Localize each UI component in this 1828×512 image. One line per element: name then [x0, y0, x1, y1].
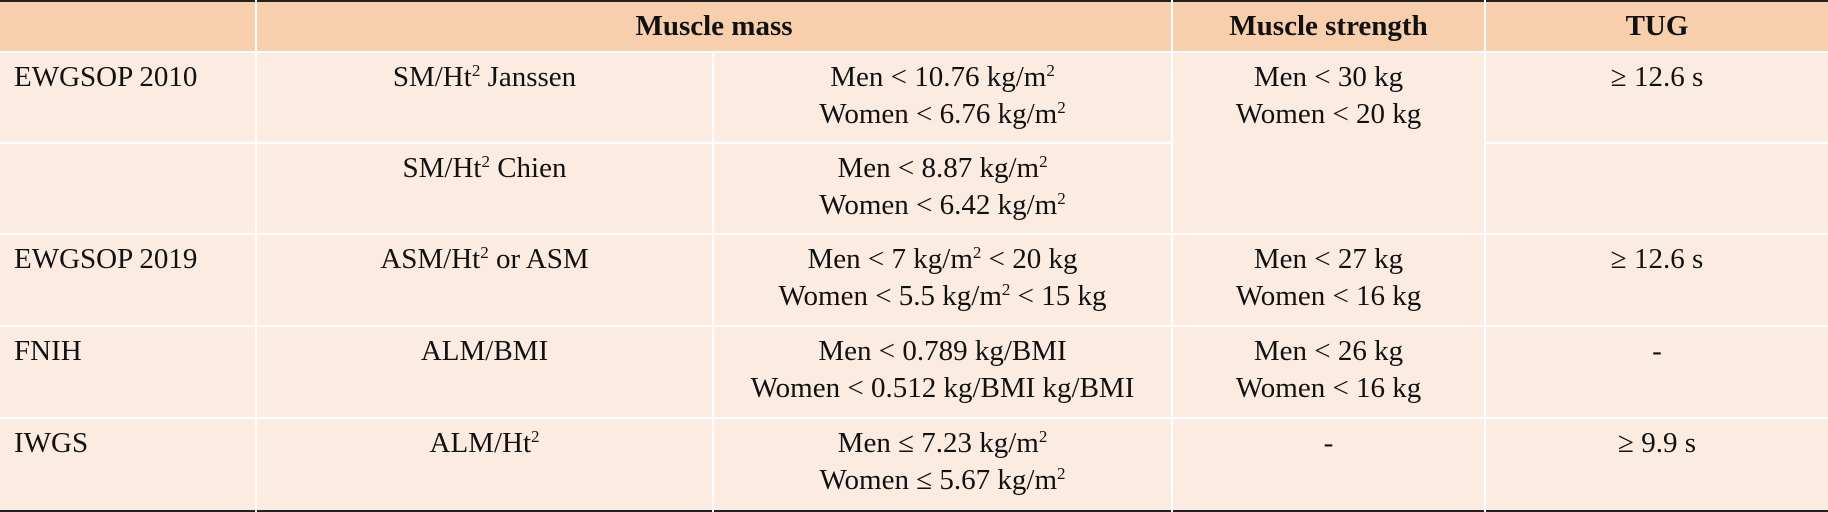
method-cell: ASM/Ht2 or ASM	[255, 233, 713, 326]
table-header-row: Muscle mass Muscle strength TUG	[0, 1, 1828, 52]
mass-threshold-cell: Men < 10.76 kg/m2 Women < 6.76 kg/m2	[711, 51, 1173, 143]
tug-cell: ≥ 12.6 s	[1484, 51, 1828, 143]
criteria-cell: EWGSOP 2010	[0, 51, 256, 143]
header-muscle-mass: Muscle mass	[254, 1, 1173, 52]
strength-cell: -	[1171, 417, 1486, 511]
tug-cell: ≥ 12.6 s	[1484, 233, 1828, 326]
mass-threshold-cell: Men ≤ 7.23 kg/m2 Women ≤ 5.67 kg/m2	[711, 417, 1173, 511]
table-row: EWGSOP 2019 ASM/Ht2 or ASM Men < 7 kg/m2…	[0, 233, 1828, 326]
strength-cell: Men < 27 kg Women < 16 kg	[1171, 233, 1486, 326]
criteria-cell	[0, 142, 256, 234]
table-row: EWGSOP 2010 SM/Ht2 Janssen Men < 10.76 k…	[0, 51, 1828, 234]
table-row: FNIH ALM/BMI Men < 0.789 kg/BMI Women < …	[0, 325, 1828, 418]
strength-cell: Men < 30 kg Women < 20 kg	[1171, 51, 1486, 234]
mass-threshold-cell: Men < 0.789 kg/BMI Women < 0.512 kg/BMI …	[711, 325, 1173, 418]
method-cell: ALM/BMI	[255, 325, 713, 418]
criteria-cell: EWGSOP 2019	[0, 233, 256, 326]
mass-threshold-cell: Men < 7 kg/m2 < 20 kg Women < 5.5 kg/m2 …	[711, 233, 1173, 326]
tug-cell	[1484, 142, 1828, 234]
mass-threshold-cell: Men < 8.87 kg/m2 Women < 6.42 kg/m2	[711, 142, 1173, 234]
header-criteria	[0, 1, 256, 52]
method-cell: ALM/Ht2	[255, 417, 713, 511]
criteria-cell: FNIH	[0, 325, 256, 418]
tug-cell: -	[1484, 325, 1828, 418]
tug-cell: ≥ 9.9 s	[1484, 417, 1828, 511]
header-muscle-strength: Muscle strength	[1171, 1, 1486, 52]
table-row: SM/Ht2 Chien Men < 8.87 kg/m2 Women < 6.…	[0, 142, 1828, 234]
method-cell: SM/Ht2 Janssen	[255, 51, 713, 143]
strength-cell: Men < 26 kg Women < 16 kg	[1171, 325, 1486, 418]
criteria-cell: IWGS	[0, 417, 256, 511]
method-cell: SM/Ht2 Chien	[255, 142, 713, 234]
header-tug: TUG	[1484, 1, 1828, 52]
table-row: IWGS ALM/Ht2 Men ≤ 7.23 kg/m2 Women ≤ 5.…	[0, 417, 1828, 511]
